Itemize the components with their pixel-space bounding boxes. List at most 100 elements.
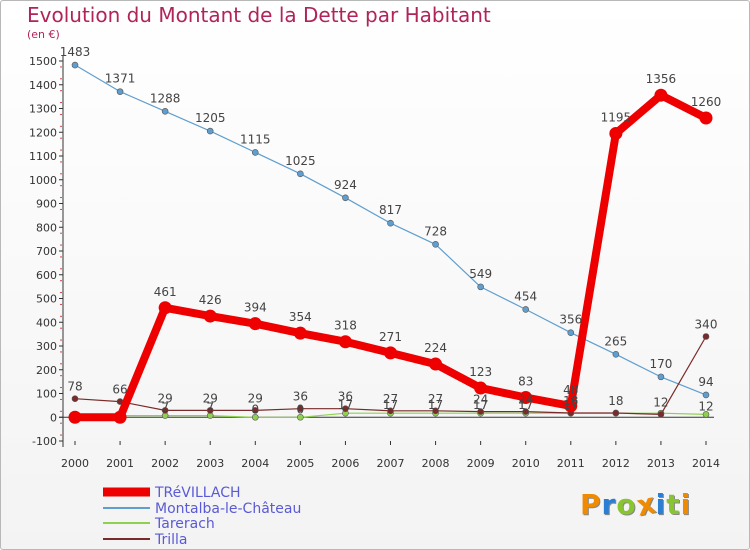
data-label: 66 bbox=[112, 383, 127, 397]
data-label: 1371 bbox=[105, 72, 136, 86]
data-label: 7 bbox=[161, 401, 169, 415]
legend-label: Tarerach bbox=[154, 516, 215, 532]
data-point bbox=[297, 170, 304, 178]
data-label: 78 bbox=[67, 380, 82, 394]
logo-letter: t bbox=[666, 488, 681, 521]
data-point bbox=[248, 317, 262, 331]
y-tick-label: 1200 bbox=[29, 126, 57, 139]
data-label: 924 bbox=[334, 178, 357, 192]
x-tick-label: 2013 bbox=[647, 457, 675, 470]
data-point bbox=[158, 301, 172, 315]
data-point bbox=[338, 335, 352, 349]
y-tick-label: 600 bbox=[36, 269, 57, 282]
series-line bbox=[71, 91, 710, 422]
data-point bbox=[384, 346, 397, 360]
y-tick-label: 1300 bbox=[29, 103, 57, 116]
x-tick-label: 2012 bbox=[602, 457, 630, 470]
data-point bbox=[477, 283, 484, 291]
y-axis-unit: (en €) bbox=[27, 28, 60, 41]
data-label: 318 bbox=[334, 319, 357, 333]
data-label: 817 bbox=[379, 203, 402, 217]
y-tick-label: 200 bbox=[36, 364, 57, 377]
y-tick-label: 0 bbox=[50, 411, 57, 424]
data-point bbox=[432, 407, 439, 415]
data-label: 1260 bbox=[691, 95, 722, 109]
x-tick-label: 2014 bbox=[692, 457, 720, 470]
data-point bbox=[612, 351, 620, 358]
logo-letter: o bbox=[616, 488, 637, 521]
x-tick-label: 2010 bbox=[512, 457, 540, 470]
x-tick-label: 2008 bbox=[422, 457, 450, 470]
x-tick-label: 2007 bbox=[377, 457, 405, 470]
data-label: 1483 bbox=[60, 45, 91, 59]
data-label: 340 bbox=[695, 318, 718, 332]
data-label: 354 bbox=[289, 310, 312, 324]
data-point bbox=[161, 407, 169, 414]
data-label: 83 bbox=[518, 375, 533, 389]
data-label: 29 bbox=[158, 391, 173, 405]
data-point bbox=[206, 407, 214, 414]
data-label: 48 bbox=[563, 383, 578, 397]
data-label: 265 bbox=[604, 334, 627, 348]
y-tick-label: 100 bbox=[36, 388, 57, 401]
data-label: 1195 bbox=[601, 110, 632, 124]
data-label: 18 bbox=[608, 394, 623, 408]
data-point bbox=[654, 88, 668, 102]
data-label: 27 bbox=[428, 392, 443, 406]
data-point bbox=[702, 411, 710, 418]
y-tick-label: 500 bbox=[36, 293, 57, 306]
data-point bbox=[251, 149, 259, 156]
data-point bbox=[206, 127, 214, 135]
x-tick-label: 2001 bbox=[106, 457, 134, 470]
data-point bbox=[68, 410, 82, 424]
y-tick-label: 800 bbox=[36, 221, 57, 234]
data-point bbox=[387, 407, 394, 415]
data-point bbox=[161, 108, 169, 115]
data-point bbox=[657, 373, 665, 381]
data-label: 461 bbox=[154, 285, 177, 299]
data-point bbox=[251, 413, 259, 421]
data-point bbox=[251, 407, 259, 414]
data-label: 12 bbox=[698, 399, 713, 413]
data-point bbox=[116, 88, 124, 95]
data-label: 29 bbox=[248, 391, 263, 405]
data-label: 123 bbox=[469, 365, 492, 379]
data-label: 0 bbox=[297, 402, 305, 416]
data-label: 1288 bbox=[150, 91, 181, 105]
y-tick-label: 1000 bbox=[29, 174, 57, 187]
data-label: 24 bbox=[473, 393, 488, 407]
data-point bbox=[342, 194, 349, 202]
y-tick-label: 1100 bbox=[29, 150, 57, 163]
data-point bbox=[702, 333, 710, 340]
y-tick-label: -100 bbox=[32, 435, 57, 448]
data-label: 29 bbox=[203, 391, 218, 405]
data-label: 17 bbox=[563, 398, 578, 412]
y-tick-label: 700 bbox=[36, 245, 57, 258]
data-label: 549 bbox=[469, 267, 492, 281]
data-label: 24 bbox=[518, 393, 533, 407]
proxiti-logo: Proxiti bbox=[580, 486, 692, 522]
y-tick-label: 1500 bbox=[29, 55, 57, 68]
data-point bbox=[113, 410, 127, 424]
data-label: 17 bbox=[518, 398, 533, 412]
data-label: 356 bbox=[559, 313, 582, 327]
data-point bbox=[71, 395, 79, 403]
data-point bbox=[474, 381, 488, 395]
data-label: 728 bbox=[424, 224, 447, 238]
logo-letter: i bbox=[680, 488, 692, 521]
data-point bbox=[609, 126, 623, 140]
data-point bbox=[297, 405, 304, 413]
data-point bbox=[477, 408, 484, 415]
x-tick-label: 2005 bbox=[286, 457, 314, 470]
data-label: 1025 bbox=[285, 154, 316, 168]
data-point bbox=[522, 408, 530, 415]
data-label: 271 bbox=[379, 330, 402, 344]
data-label: 17 bbox=[473, 398, 488, 412]
data-point bbox=[293, 326, 307, 340]
chart-title: Evolution du Montant de la Dette par Hab… bbox=[27, 3, 491, 27]
data-label: 1115 bbox=[240, 132, 271, 146]
x-tick-label: 2009 bbox=[467, 457, 495, 470]
data-point bbox=[702, 391, 710, 399]
